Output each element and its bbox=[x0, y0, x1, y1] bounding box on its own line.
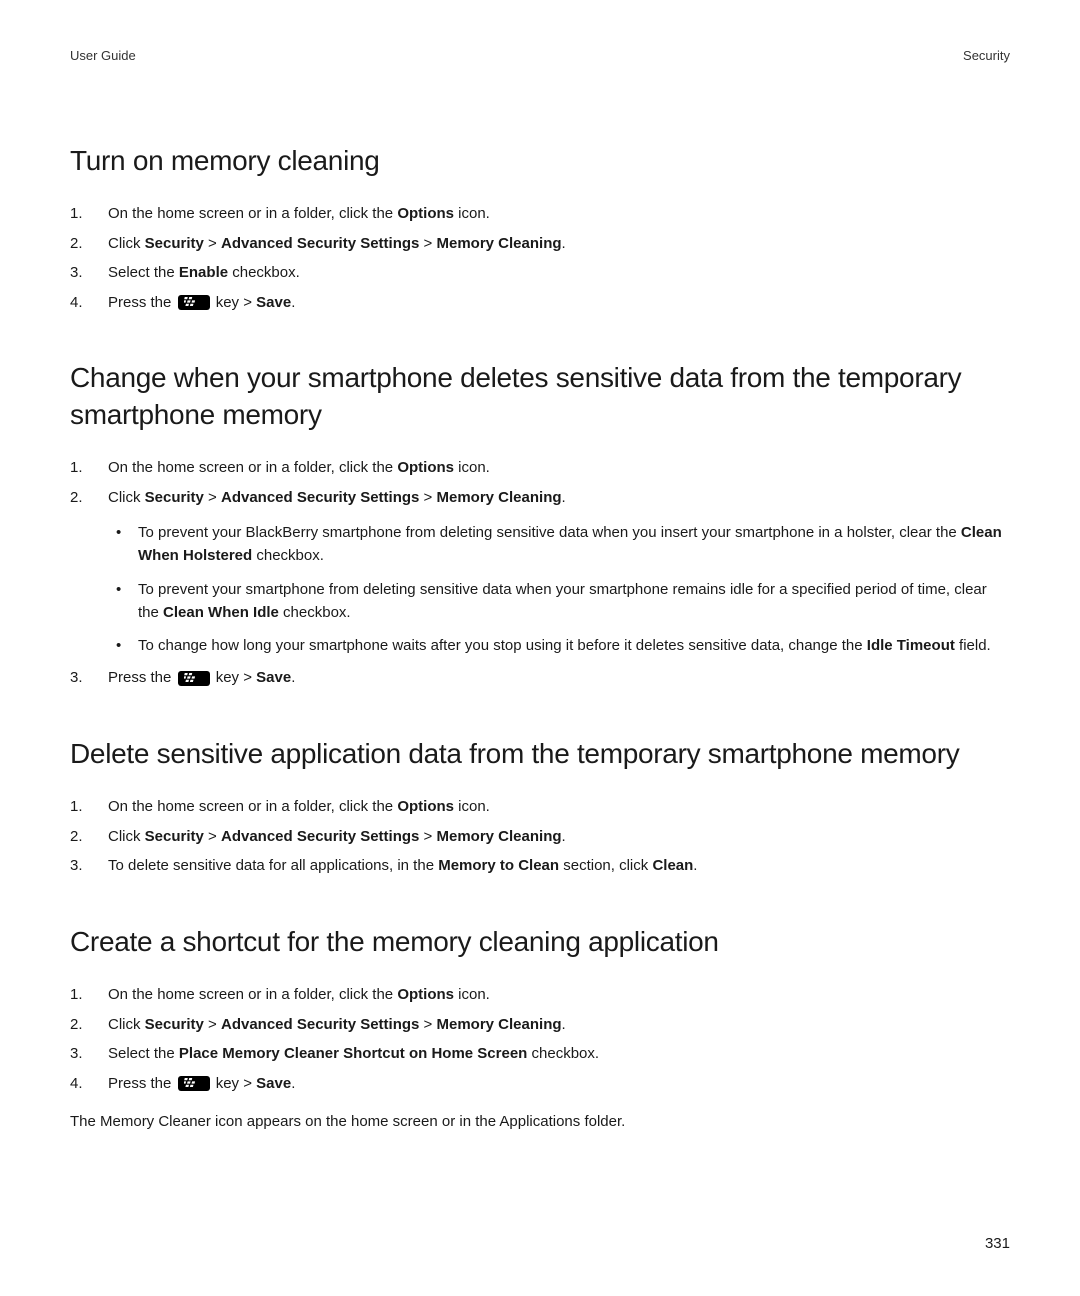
step: On the home screen or in a folder, click… bbox=[70, 203, 1010, 226]
bullets-s2: To prevent your BlackBerry smartphone fr… bbox=[108, 521, 1010, 657]
blackberry-key-icon bbox=[178, 671, 210, 686]
header-left: User Guide bbox=[70, 48, 136, 63]
steps-s1: On the home screen or in a folder, click… bbox=[70, 203, 1010, 314]
step: On the home screen or in a folder, click… bbox=[70, 457, 1010, 480]
step: Press the key > Save. bbox=[70, 292, 1010, 315]
step: Click Security > Advanced Security Setti… bbox=[70, 1014, 1010, 1037]
step: Press the key > Save. bbox=[70, 1073, 1010, 1096]
section-title-change-delete: Change when your smartphone deletes sens… bbox=[70, 360, 1010, 433]
bullet: To prevent your BlackBerry smartphone fr… bbox=[108, 521, 1010, 568]
step: Press the key > Save. bbox=[70, 667, 1010, 690]
page-number: 331 bbox=[985, 1235, 1010, 1252]
bullet: To prevent your smartphone from deleting… bbox=[108, 578, 1010, 625]
steps-s2: On the home screen or in a folder, click… bbox=[70, 457, 1010, 690]
page-header: User Guide Security bbox=[70, 48, 1010, 63]
blackberry-key-icon bbox=[178, 295, 210, 310]
step: Click Security > Advanced Security Setti… bbox=[70, 233, 1010, 256]
steps-s4: On the home screen or in a folder, click… bbox=[70, 984, 1010, 1095]
bullet: To change how long your smartphone waits… bbox=[108, 634, 1010, 657]
header-right: Security bbox=[963, 48, 1010, 63]
step: Select the Place Memory Cleaner Shortcut… bbox=[70, 1043, 1010, 1066]
step: On the home screen or in a folder, click… bbox=[70, 796, 1010, 819]
footer-note: The Memory Cleaner icon appears on the h… bbox=[70, 1111, 1010, 1134]
step: To delete sensitive data for all applica… bbox=[70, 855, 1010, 878]
step: Select the Enable checkbox. bbox=[70, 262, 1010, 285]
blackberry-key-icon bbox=[178, 1076, 210, 1091]
section-title-create-shortcut: Create a shortcut for the memory cleanin… bbox=[70, 924, 1010, 960]
section-title-delete-app-data: Delete sensitive application data from t… bbox=[70, 736, 1010, 772]
steps-s3: On the home screen or in a folder, click… bbox=[70, 796, 1010, 878]
step: Click Security > Advanced Security Setti… bbox=[70, 826, 1010, 849]
step: Click Security > Advanced Security Setti… bbox=[70, 487, 1010, 658]
section-title-memory-cleaning: Turn on memory cleaning bbox=[70, 143, 1010, 179]
step: On the home screen or in a folder, click… bbox=[70, 984, 1010, 1007]
